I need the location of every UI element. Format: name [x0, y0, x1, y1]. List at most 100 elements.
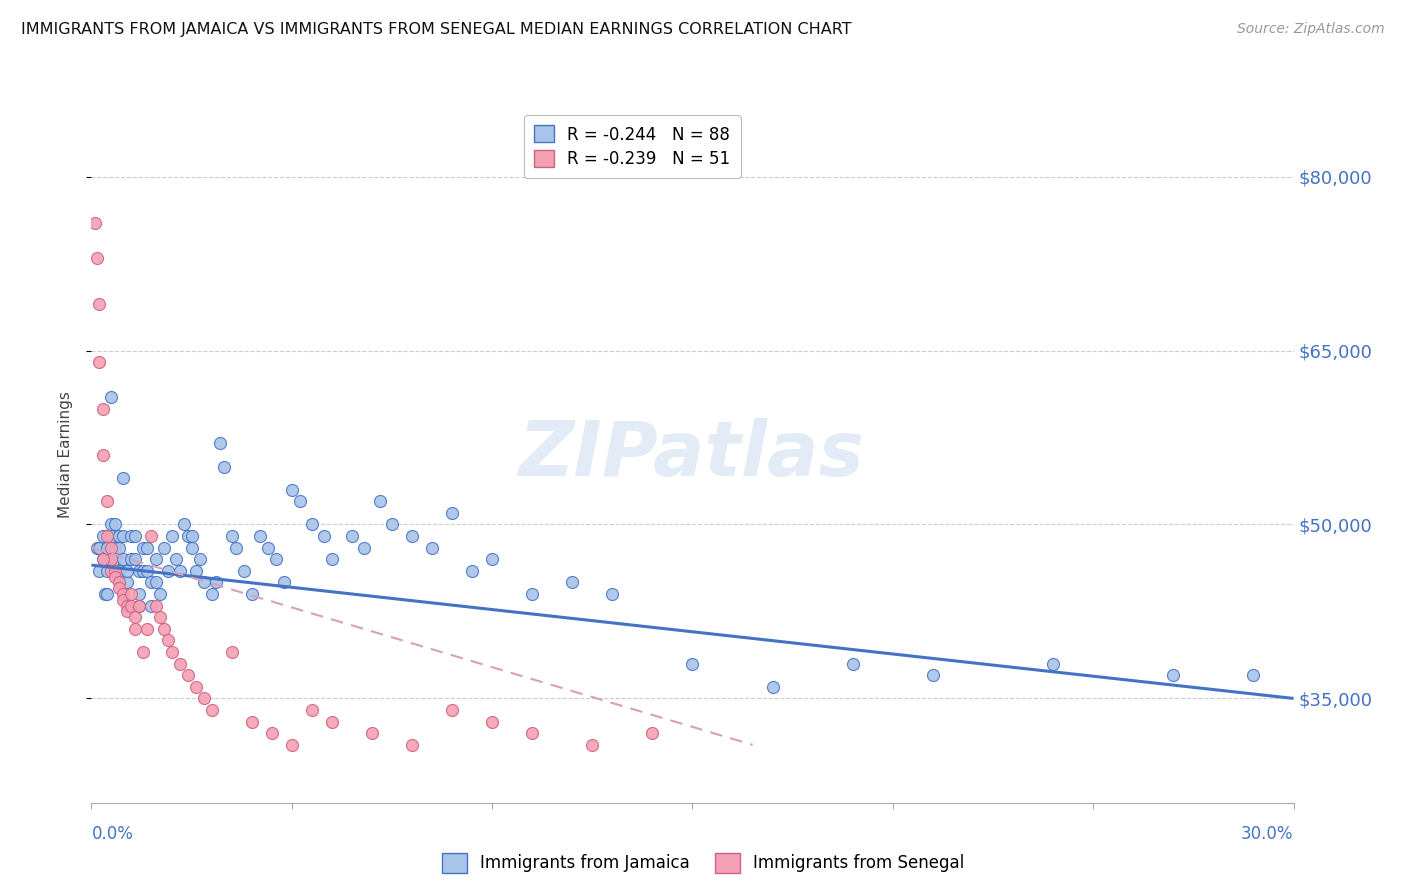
Point [84, 216, 107, 230]
Point [100, 564, 122, 578]
Point [108, 582, 131, 596]
Point [108, 564, 131, 578]
Point [288, 494, 311, 508]
Point [121, 552, 143, 566]
Point [104, 569, 127, 583]
Point [136, 622, 159, 636]
Point [169, 564, 191, 578]
Point [176, 668, 198, 682]
Legend: R = -0.244   N = 88, R = -0.239   N = 51: R = -0.244 N = 88, R = -0.239 N = 51 [524, 115, 741, 178]
Point [260, 726, 283, 740]
Point [96, 494, 118, 508]
Point [180, 541, 202, 555]
Point [112, 529, 135, 543]
Point [112, 471, 135, 485]
Point [96, 564, 118, 578]
Point [100, 552, 122, 566]
Point [420, 541, 443, 555]
Point [104, 552, 127, 566]
Point [201, 703, 224, 717]
Point [128, 587, 150, 601]
Point [401, 738, 423, 752]
Point [121, 529, 143, 543]
Point [141, 599, 163, 613]
Point [124, 552, 146, 566]
Point [184, 680, 207, 694]
Point [401, 529, 423, 543]
Text: ZIPatlas: ZIPatlas [519, 418, 866, 491]
Point [561, 575, 583, 590]
Point [93, 552, 115, 566]
Point [1163, 668, 1185, 682]
Point [240, 587, 263, 601]
Point [94, 587, 117, 601]
Point [641, 726, 664, 740]
Point [89, 541, 111, 555]
Point [1042, 657, 1064, 671]
Point [169, 657, 191, 671]
Point [152, 541, 174, 555]
Point [136, 541, 159, 555]
Point [148, 587, 170, 601]
Point [128, 599, 150, 613]
Point [381, 517, 404, 532]
Point [93, 552, 115, 566]
Point [221, 529, 243, 543]
Point [212, 459, 235, 474]
Point [201, 587, 224, 601]
Y-axis label: Median Earnings: Median Earnings [58, 392, 73, 518]
Point [89, 564, 111, 578]
Point [145, 552, 167, 566]
Point [100, 552, 122, 566]
Point [240, 714, 263, 729]
Point [112, 587, 135, 601]
Point [124, 529, 146, 543]
Text: Source: ZipAtlas.com: Source: ZipAtlas.com [1237, 22, 1385, 37]
Point [86, 251, 108, 265]
Point [321, 714, 343, 729]
Point [96, 529, 118, 543]
Point [165, 552, 187, 566]
Point [148, 610, 170, 624]
Point [108, 541, 131, 555]
Point [273, 575, 295, 590]
Point [100, 541, 122, 555]
Point [93, 401, 115, 416]
Point [112, 592, 135, 607]
Point [522, 726, 544, 740]
Point [100, 517, 122, 532]
Point [522, 587, 544, 601]
Point [100, 529, 122, 543]
Point [360, 726, 382, 740]
Point [132, 564, 155, 578]
Point [188, 552, 211, 566]
Legend: Immigrants from Jamaica, Immigrants from Senegal: Immigrants from Jamaica, Immigrants from… [434, 847, 972, 880]
Point [132, 645, 155, 659]
Point [89, 355, 111, 369]
Point [93, 529, 115, 543]
Point [141, 575, 163, 590]
Point [353, 541, 375, 555]
Point [461, 564, 484, 578]
Point [128, 599, 150, 613]
Point [602, 587, 624, 601]
Point [581, 738, 603, 752]
Point [112, 552, 135, 566]
Point [124, 610, 146, 624]
Point [184, 564, 207, 578]
Point [117, 599, 139, 613]
Point [301, 703, 323, 717]
Point [340, 529, 363, 543]
Point [104, 564, 127, 578]
Point [124, 622, 146, 636]
Point [225, 541, 247, 555]
Point [301, 517, 323, 532]
Point [193, 575, 215, 590]
Point [264, 552, 287, 566]
Point [440, 506, 463, 520]
Point [312, 529, 335, 543]
Point [440, 703, 463, 717]
Point [481, 714, 503, 729]
Point [841, 657, 863, 671]
Point [108, 529, 131, 543]
